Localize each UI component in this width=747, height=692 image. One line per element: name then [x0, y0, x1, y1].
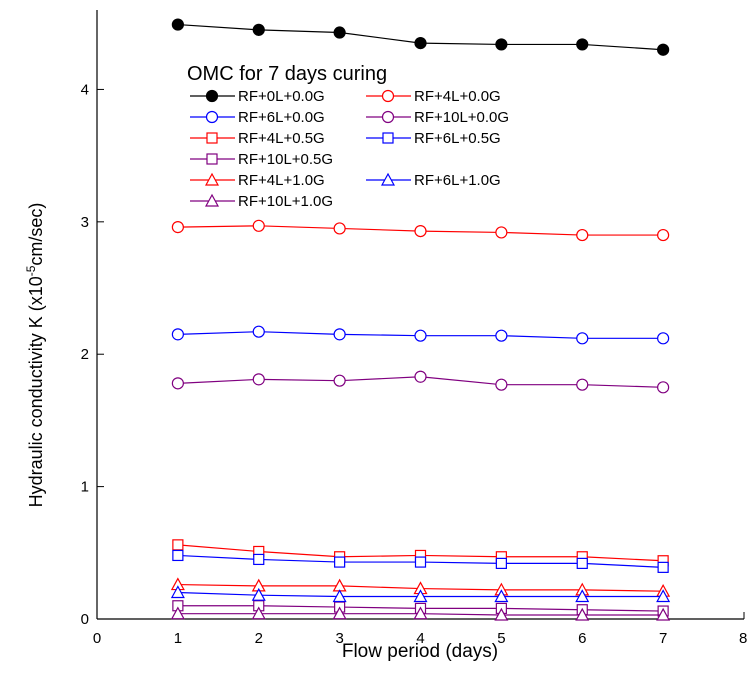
x-tick-label: 7	[659, 630, 667, 647]
legend-label: RF+6L+0.5G	[414, 130, 501, 147]
data-point	[576, 332, 589, 345]
y-axis-label: Hydraulic conductivity K (x10-5cm/sec)	[24, 203, 46, 508]
legend-marker	[205, 110, 219, 124]
y-tick-label: 4	[81, 81, 89, 98]
data-point	[333, 222, 346, 235]
x-tick-label: 5	[497, 630, 505, 647]
y-tick-label: 0	[81, 611, 89, 628]
data-point	[657, 381, 670, 394]
data-point	[334, 556, 346, 568]
x-tick-label: 4	[416, 630, 424, 647]
data-point	[170, 585, 185, 599]
x-tick-label: 6	[578, 630, 586, 647]
data-point	[332, 606, 347, 620]
data-point	[253, 553, 265, 566]
data-point	[414, 370, 427, 383]
data-point	[414, 224, 427, 238]
data-point	[172, 549, 184, 562]
legend-label: RF+6L+1.0G	[414, 172, 501, 189]
data-point	[495, 329, 508, 342]
data-point	[252, 325, 265, 338]
y-label-text: cm/sec)	[26, 203, 46, 266]
legend-label: RF+4L+0.0G	[414, 88, 501, 105]
legend-label: RF+0L+0.0G	[238, 88, 325, 105]
data-point	[576, 557, 588, 569]
data-point	[576, 38, 589, 51]
data-point	[656, 589, 671, 603]
data-point	[657, 332, 670, 345]
data-point	[172, 539, 184, 551]
y-label-text: Hydraulic conductivity K (x10	[26, 276, 46, 507]
x-tick-label: 1	[174, 630, 182, 647]
legend-marker	[382, 132, 394, 144]
data-point	[171, 377, 184, 390]
data-point	[575, 589, 590, 603]
legend-marker	[205, 89, 219, 103]
data-point	[332, 589, 347, 603]
data-point	[333, 328, 346, 341]
data-point	[333, 26, 346, 39]
data-point	[413, 606, 428, 620]
data-point	[495, 557, 507, 569]
data-point	[495, 226, 508, 239]
legend-label: RF+10L+0.5G	[238, 151, 333, 168]
y-label-sup: -5	[24, 265, 38, 276]
legend-marker	[206, 153, 218, 165]
legend-label: RF+10L+0.0G	[414, 109, 509, 126]
legend-marker	[206, 132, 218, 144]
data-point	[251, 587, 266, 601]
data-point	[251, 606, 266, 620]
data-point	[414, 556, 427, 568]
data-point	[413, 589, 428, 603]
data-point	[170, 606, 185, 620]
data-point	[494, 589, 509, 603]
x-tick-label: 0	[93, 630, 101, 647]
legend-label: RF+6L+0.0G	[238, 109, 325, 126]
data-point	[252, 219, 265, 232]
data-point	[171, 328, 184, 341]
legend-title: OMC for 7 days curing	[187, 63, 387, 85]
data-point	[252, 373, 265, 386]
legend-label: RF+4L+0.5G	[238, 130, 325, 147]
legend-label: RF+4L+1.0G	[238, 172, 325, 189]
data-point	[576, 378, 589, 391]
data-point	[414, 36, 427, 50]
y-tick-label: 3	[81, 214, 89, 231]
x-tick-label: 2	[255, 630, 263, 647]
x-tick-label: 3	[335, 630, 343, 647]
data-point	[171, 221, 184, 234]
legend-marker	[381, 89, 395, 103]
data-point	[252, 23, 265, 36]
data-point	[495, 38, 508, 51]
data-point	[333, 374, 346, 387]
data-point	[576, 228, 589, 242]
legend-marker	[204, 172, 220, 186]
x-axis-label: Flow period (days)	[342, 641, 498, 662]
data-point	[171, 18, 184, 31]
data-point	[414, 329, 427, 342]
legend-label: RF+10L+1.0G	[238, 193, 333, 210]
data-point	[657, 561, 669, 573]
legend-marker	[380, 172, 396, 186]
data-point	[575, 607, 590, 621]
data-point	[657, 228, 670, 242]
legend-marker	[381, 110, 395, 124]
data-point	[495, 378, 508, 391]
legend-marker	[204, 193, 220, 207]
y-tick-label: 2	[81, 346, 89, 363]
data-point	[494, 607, 509, 621]
data-point	[657, 43, 670, 56]
data-point	[656, 607, 671, 621]
y-tick-label: 1	[81, 479, 89, 496]
x-tick-label: 8	[739, 630, 747, 647]
